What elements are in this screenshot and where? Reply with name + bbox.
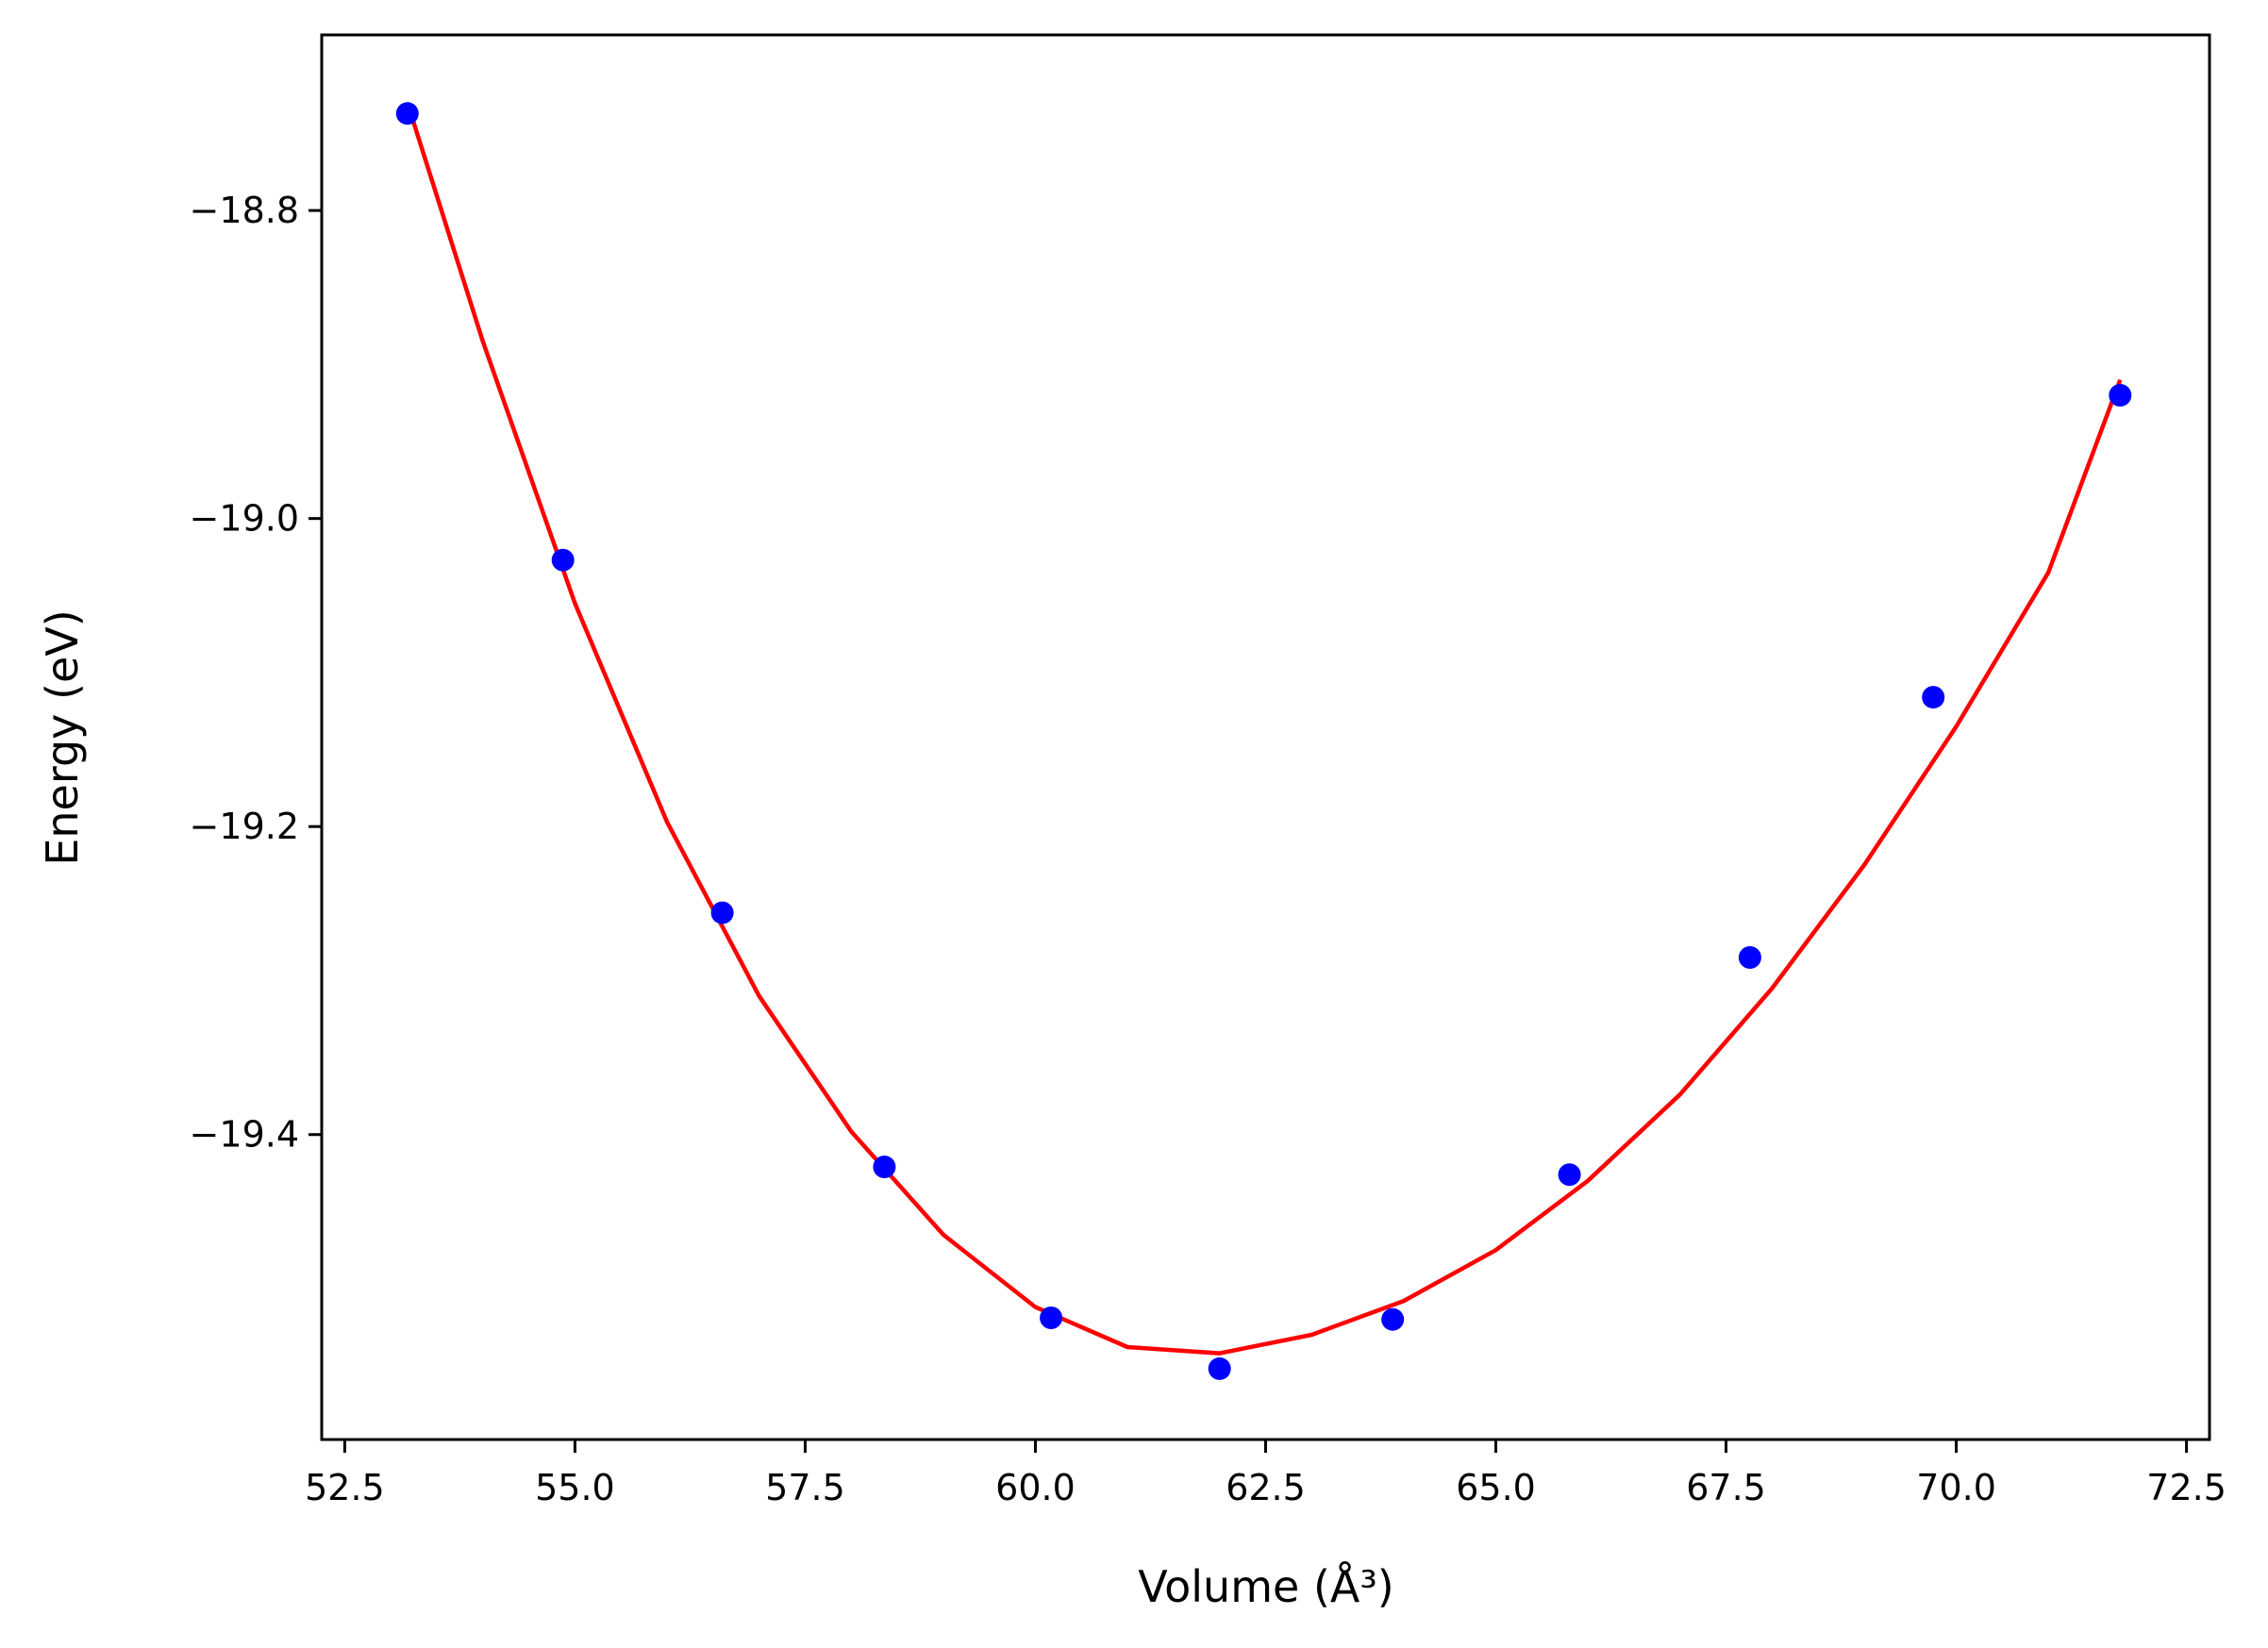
x-axis-label: Volume (Å³) [1138, 1561, 1394, 1612]
y-tick-label: −19.2 [190, 806, 299, 847]
x-tick-label: 67.5 [1686, 1467, 1766, 1508]
data-point [551, 548, 575, 572]
x-tick-label: 57.5 [765, 1467, 845, 1508]
plot-area [395, 102, 2132, 1380]
data-point [1558, 1163, 1581, 1187]
y-tick-label: −18.8 [190, 190, 299, 231]
y-tick-label: −19.0 [190, 498, 299, 540]
y-axis: −18.8 −19.0 −19.2 −19.4 [190, 190, 322, 1156]
data-point [1381, 1307, 1405, 1331]
x-tick-label: 70.0 [1916, 1467, 1996, 1508]
x-tick-label: 55.0 [535, 1467, 615, 1508]
x-tick-label: 62.5 [1226, 1467, 1306, 1508]
x-tick-label: 52.5 [305, 1467, 385, 1508]
x-tick-label: 65.0 [1456, 1467, 1536, 1508]
plot-frame [320, 33, 2211, 1441]
y-axis-label: Energy (eV) [37, 609, 88, 865]
data-point [1922, 686, 1945, 709]
data-point [873, 1156, 896, 1178]
data-point [2109, 384, 2132, 407]
y-tick-label: −19.4 [190, 1114, 299, 1156]
x-tick-label: 72.5 [2146, 1467, 2226, 1508]
data-point [1738, 946, 1761, 969]
fit-curve [405, 102, 2123, 1356]
x-tick-label: 60.0 [995, 1467, 1076, 1508]
data-point [395, 102, 419, 125]
data-point [1208, 1357, 1231, 1380]
x-axis: 52.5 55.0 57.5 60.0 62.5 65.0 67.5 70.0 72.5 [305, 1440, 2226, 1508]
data-point [710, 901, 734, 924]
data-point [1040, 1307, 1063, 1329]
